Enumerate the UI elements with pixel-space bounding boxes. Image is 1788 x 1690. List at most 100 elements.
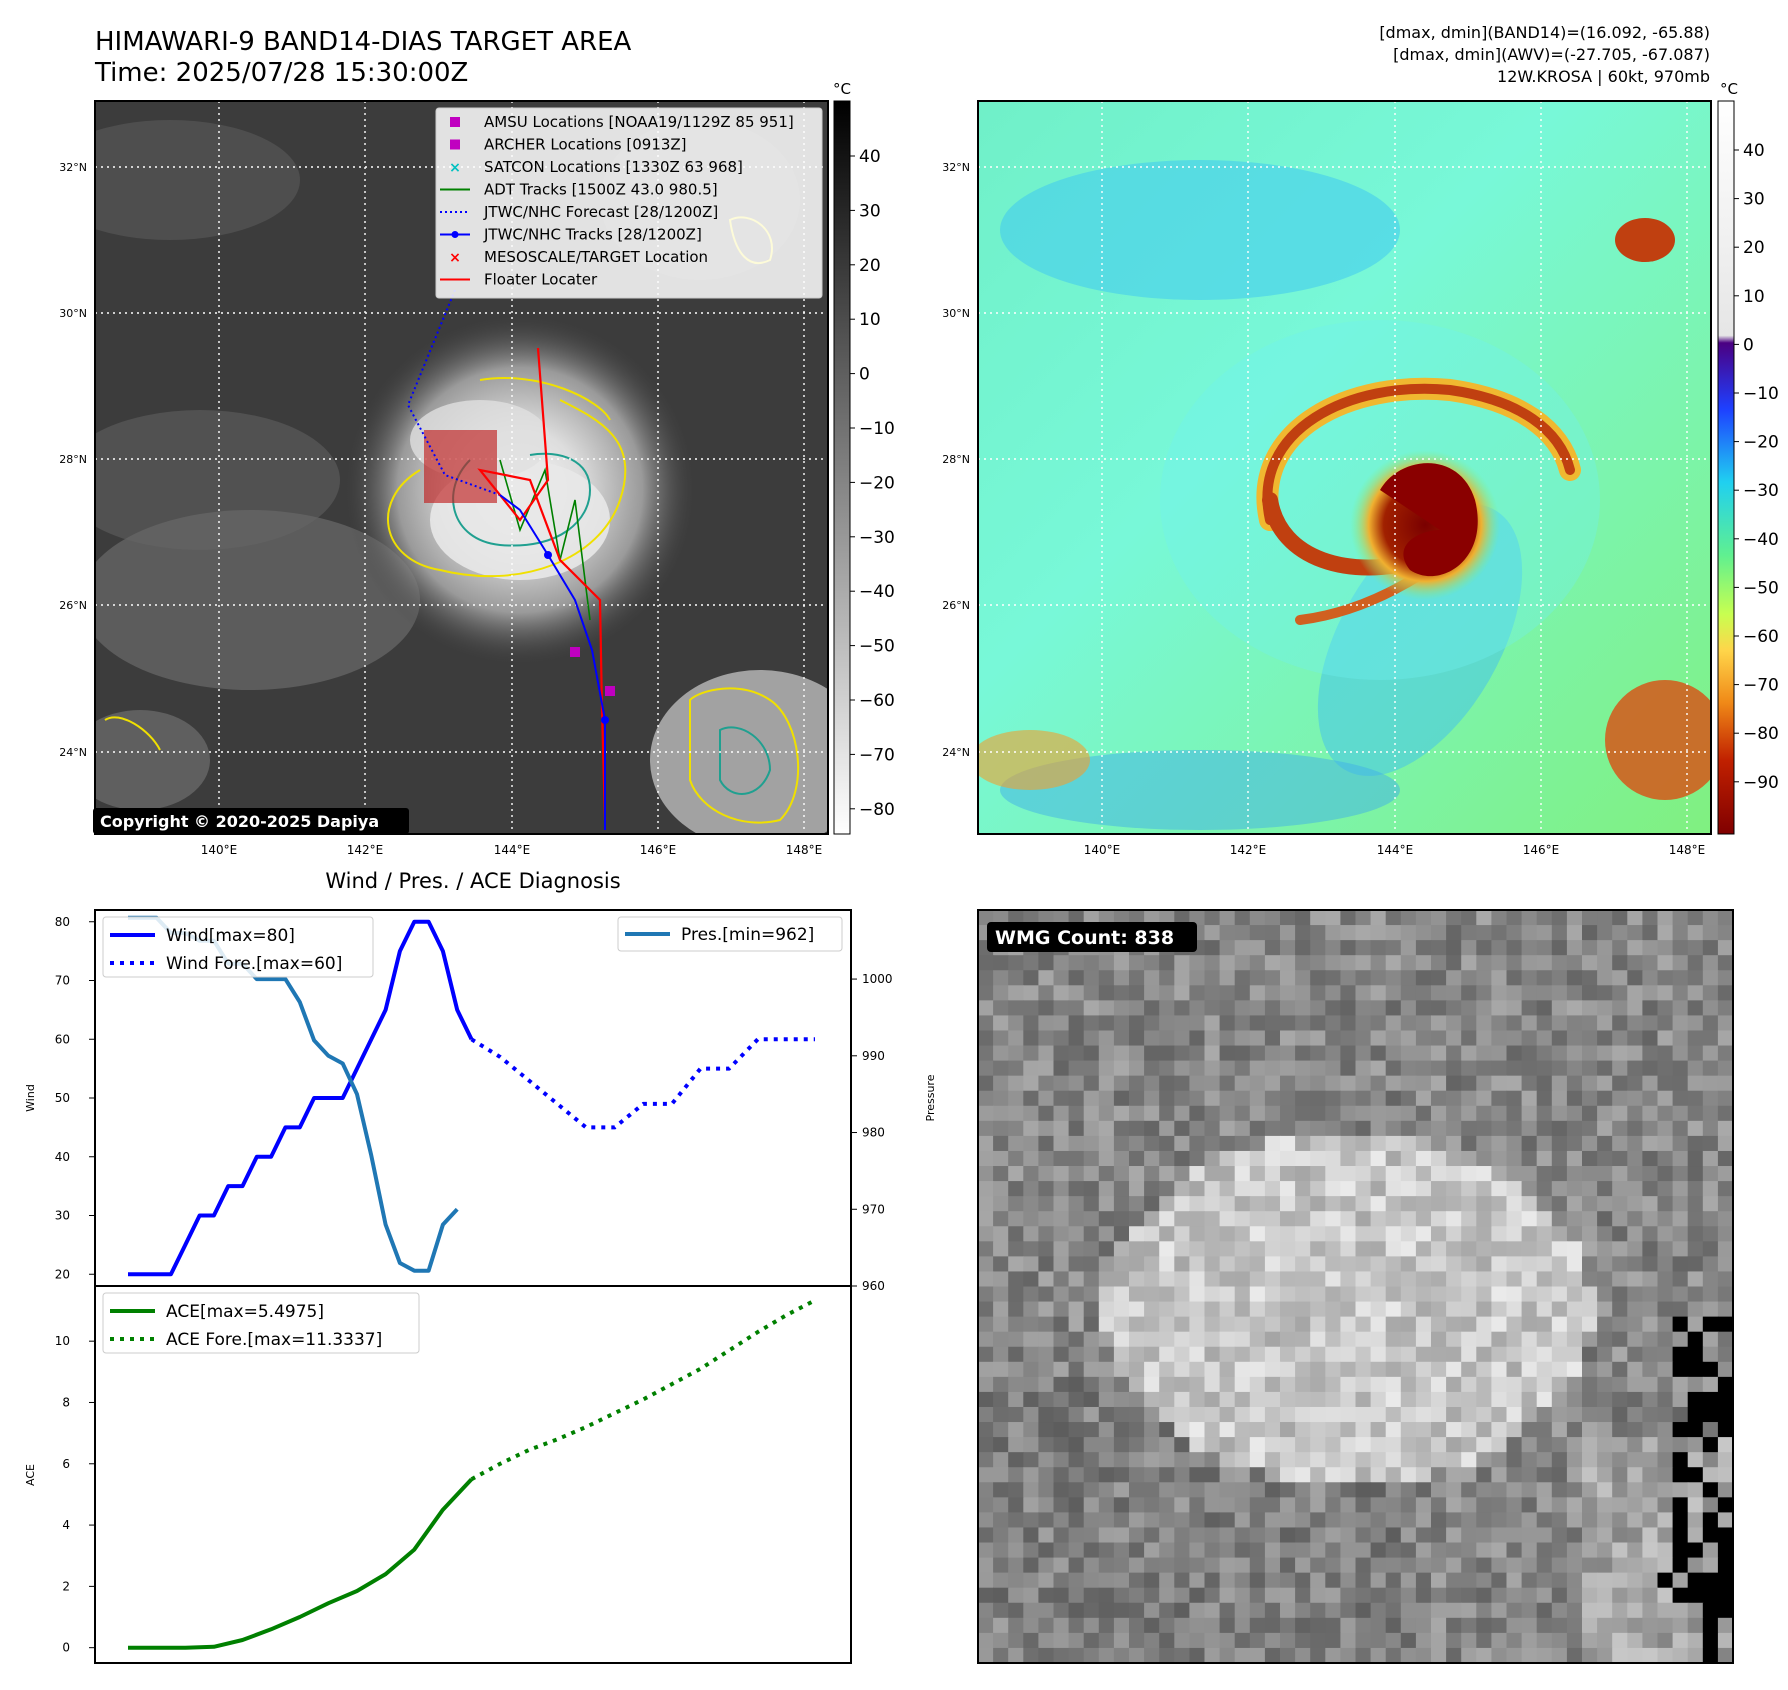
wmg-cell: [1113, 1587, 1130, 1604]
lat-label: 28°N: [942, 453, 970, 466]
wmg-cell: [1098, 970, 1115, 986]
colorbar-tick-label: 0: [859, 365, 870, 385]
wmg-cell: [1234, 1497, 1251, 1513]
wmg-cell: [1627, 1181, 1643, 1197]
wmg-cell: [1612, 955, 1628, 971]
wmg-cell: [1355, 1120, 1372, 1137]
wmg-cell: [993, 1181, 1009, 1197]
wmg-cell: [1249, 940, 1266, 956]
wmg-cell: [1506, 1166, 1523, 1182]
wmg-cell: [1642, 910, 1659, 926]
wmg-cell: [1551, 955, 1568, 971]
wmg-cell: [1672, 1587, 1689, 1604]
wmg-cell: [978, 1422, 994, 1438]
wmg-cell: [1189, 1572, 1206, 1589]
wmg-cell: [1400, 1150, 1417, 1167]
wmg-cell: [1295, 925, 1311, 941]
wmg-cell: [1204, 910, 1221, 926]
wmg-cell: [1385, 1452, 1402, 1468]
wmg-cell: [1053, 1452, 1070, 1468]
wmg-cell: [993, 1572, 1009, 1589]
wmg-cell: [1234, 1587, 1251, 1604]
wmg-cell: [1325, 1045, 1341, 1062]
wmg-cell: [1642, 1647, 1659, 1663]
wmg-cell: [1461, 1150, 1477, 1167]
wmg-cell: [1083, 1617, 1100, 1634]
wmg-cell: [1431, 1226, 1447, 1242]
lon-label: 144°E: [1377, 843, 1414, 857]
wmg-cell: [1264, 1406, 1281, 1423]
wmg-cell: [1038, 1181, 1055, 1197]
wmg-cell: [1521, 1346, 1538, 1363]
wmg-cell: [1355, 1316, 1372, 1333]
wmg-cell: [1159, 1105, 1175, 1122]
wmg-cell: [1476, 925, 1492, 941]
wmg-cell: [1144, 1452, 1160, 1468]
wmg-cell: [993, 1226, 1009, 1242]
wmg-cell: [1476, 1331, 1492, 1348]
wmg-cell: [1280, 1241, 1296, 1257]
wmg-cell: [1491, 1060, 1508, 1077]
wmg-cell: [1400, 1000, 1417, 1017]
archer-location-marker: [605, 686, 615, 696]
wmg-cell: [1174, 1361, 1190, 1378]
wmg-cell: [1612, 1286, 1628, 1303]
wmg-cell: [1385, 1015, 1402, 1032]
wmg-cell: [1129, 955, 1145, 971]
wmg-cell: [1506, 1361, 1523, 1378]
wmg-cell: [1446, 1196, 1462, 1212]
wmg-cell: [993, 1045, 1009, 1062]
wmg-cell: [1431, 1316, 1447, 1333]
wmg-cell: [1098, 985, 1115, 1001]
wmg-cell: [1400, 1406, 1417, 1423]
wmg-cell: [1310, 925, 1326, 941]
wmg-cell: [1612, 1527, 1628, 1544]
wmg-cell: [1355, 1376, 1372, 1393]
wmg-cell: [1295, 1120, 1311, 1137]
wmg-cell: [1008, 1632, 1024, 1649]
pressure-axis-label: Pressure: [924, 1074, 937, 1121]
lat-label: 24°N: [942, 746, 970, 759]
wmg-cell: [1219, 1512, 1236, 1529]
wmg-cell: [1053, 1030, 1070, 1047]
wmg-cell: [1325, 1632, 1341, 1649]
wmg-cell: [1657, 1452, 1674, 1468]
wmg-cell: [1551, 1422, 1568, 1438]
wmg-cell: [1053, 1512, 1070, 1529]
wmg-cell: [1491, 1211, 1508, 1227]
wmg-cell: [1174, 1497, 1190, 1513]
wmg-cell: [1325, 1361, 1341, 1378]
wmg-cell: [993, 1542, 1009, 1559]
wmg-cell: [1295, 955, 1311, 971]
lon-label: 146°E: [1523, 843, 1560, 857]
wmg-cell: [1310, 1331, 1326, 1348]
wmg-cell: [1370, 1361, 1387, 1378]
wmg-cell: [978, 1120, 994, 1137]
wmg-cell: [1023, 1406, 1039, 1423]
wmg-cell: [1068, 1437, 1085, 1453]
wmg-cell: [1053, 1166, 1070, 1182]
wmg-cell: [1627, 1376, 1643, 1393]
wmg-cell: [1612, 970, 1628, 986]
wmg-cell: [1582, 1497, 1598, 1513]
wmg-cell: [1144, 1150, 1160, 1167]
wmg-cell: [1400, 1090, 1417, 1107]
wmg-cell: [1038, 1617, 1055, 1634]
wmg-cell: [1612, 1542, 1628, 1559]
wmg-cell: [1657, 1015, 1674, 1032]
wmg-cell: [1234, 1542, 1251, 1559]
wmg-cell: [1249, 1331, 1266, 1348]
wmg-cell: [1657, 1512, 1674, 1529]
wmg-cell: [1280, 1527, 1296, 1544]
wmg-cell: [1038, 1301, 1055, 1318]
wmg-cell: [1159, 1361, 1175, 1378]
wmg-cell: [1008, 1105, 1024, 1122]
wmg-cell: [1551, 1437, 1568, 1453]
wmg-cell: [1551, 1090, 1568, 1107]
wmg-cell: [1415, 1196, 1432, 1212]
wmg-cell: [1144, 1647, 1160, 1663]
wmg-cell: [1234, 1015, 1251, 1032]
wmg-cell: [1627, 1512, 1643, 1529]
wmg-cell: [1053, 1120, 1070, 1137]
wmg-cell: [1174, 1135, 1190, 1152]
